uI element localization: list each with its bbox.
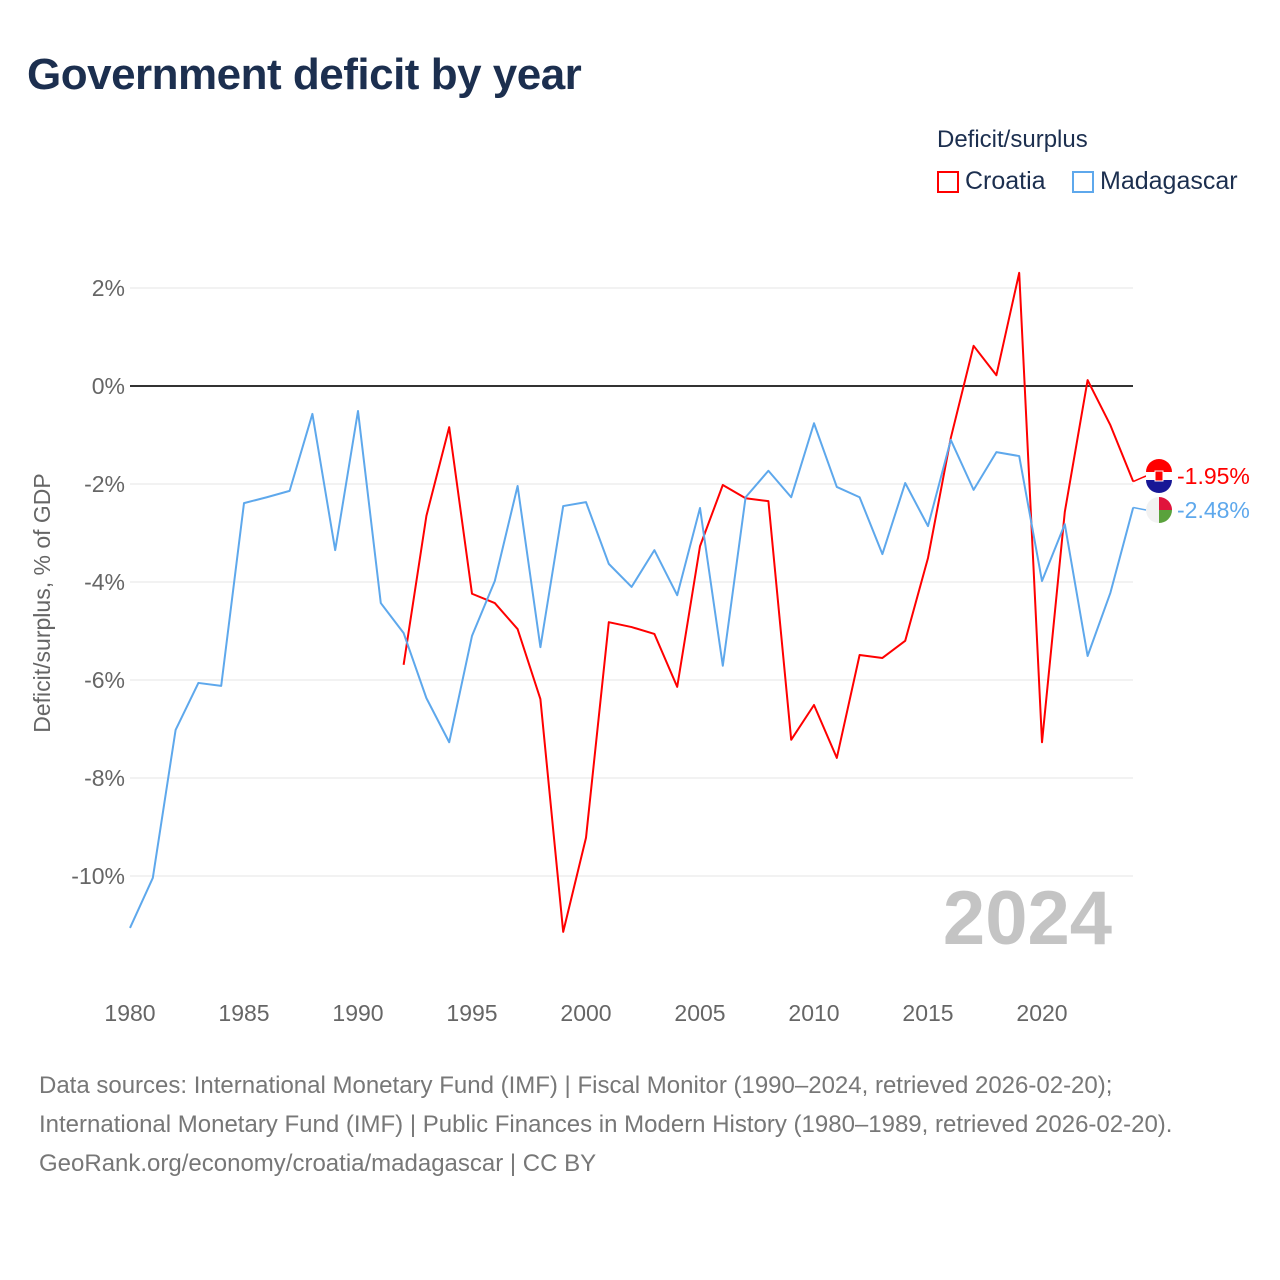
x-tick-label: 2010 <box>788 1000 839 1026</box>
y-tick-label: -8% <box>84 765 125 791</box>
legend-label: Madagascar <box>1100 167 1238 195</box>
flag-icon-croatia <box>1146 459 1172 493</box>
legend-item-madagascar[interactable]: Madagascar <box>1072 167 1238 196</box>
year-watermark: 2024 <box>943 876 1112 961</box>
x-tick-label: 1990 <box>332 1000 383 1026</box>
flag-icon-madagascar <box>1146 497 1172 523</box>
y-tick-label: 0% <box>92 373 125 399</box>
flag-green <box>1159 510 1172 523</box>
y-axis-label: Deficit/surplus, % of GDP <box>29 473 55 732</box>
data-sources: Data sources: International Monetary Fun… <box>39 1072 1173 1138</box>
x-tick-label: 2020 <box>1016 1000 1067 1026</box>
legend-label: Croatia <box>965 167 1046 195</box>
plot-area: 2% 0% -2% -4% -6% -8% -10% 1980 1985 1990 1995 2000… <box>29 271 1250 1026</box>
y-tick-label: -2% <box>84 471 125 497</box>
flag-shield <box>1154 470 1164 482</box>
y-tick-label: 2% <box>92 275 125 301</box>
y-tick-label: -4% <box>84 569 125 595</box>
x-tick-label: 2005 <box>674 1000 725 1026</box>
legend-swatch-madagascar <box>1072 170 1094 193</box>
y-tick-label: -10% <box>71 863 125 889</box>
x-tick-label: 2015 <box>902 1000 953 1026</box>
end-connector <box>1132 475 1147 483</box>
series-line-croatia <box>402 271 1135 933</box>
x-tick-label: 1995 <box>446 1000 497 1026</box>
x-tick-label: 1985 <box>218 1000 269 1026</box>
end-value-label-madagascar: -2.48% <box>1177 497 1250 523</box>
x-tick-label: 2000 <box>560 1000 611 1026</box>
x-tick-label: 1980 <box>104 1000 155 1026</box>
credit-link[interactable]: GeoRank.org/economy/croatia/madagascar |… <box>39 1150 597 1177</box>
flag-red-stripe <box>1146 459 1172 472</box>
chart-title: Government deficit by year <box>27 50 582 99</box>
legend-title: Deficit/surplus <box>937 126 1088 153</box>
flag-blue-stripe <box>1146 480 1172 493</box>
y-tick-label: -6% <box>84 667 125 693</box>
end-value-label-croatia: -1.95% <box>1177 463 1250 489</box>
end-connector <box>1133 506 1147 511</box>
flag-red <box>1159 497 1172 510</box>
legend-swatch-croatia <box>937 170 959 193</box>
legend-item-croatia[interactable]: Croatia <box>937 167 1046 196</box>
series-line-madagascar <box>129 409 1135 929</box>
footer: Data sources: International Monetary Fun… <box>39 1066 1239 1183</box>
